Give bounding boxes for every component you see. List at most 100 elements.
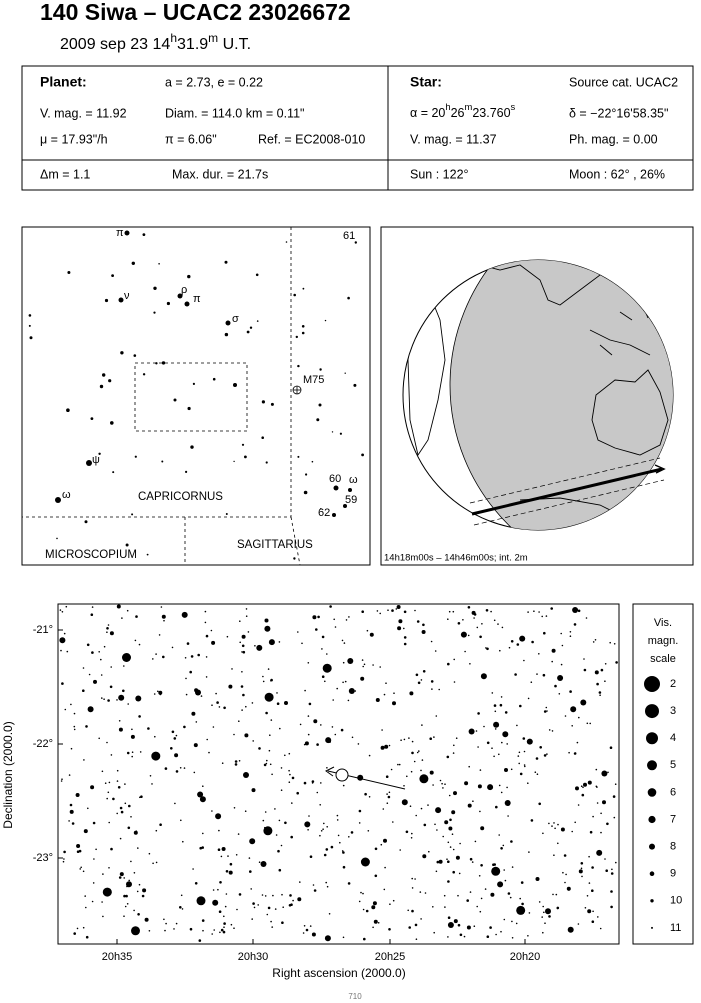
star: [388, 744, 391, 747]
x-tick-label: 20h20: [510, 951, 541, 963]
scale-title: scale: [650, 653, 676, 665]
star: [390, 768, 393, 771]
star: [106, 741, 108, 744]
star: [189, 927, 193, 931]
scale-dot: [647, 788, 657, 797]
star: [133, 354, 137, 357]
star: [271, 926, 274, 928]
star: [162, 655, 165, 659]
star: [504, 711, 508, 714]
text-part: 2009 sep 23 14: [60, 36, 170, 53]
star: [438, 688, 441, 691]
star: [325, 881, 328, 884]
star: [531, 640, 534, 644]
star: [249, 838, 256, 845]
star: [449, 846, 452, 848]
star: [179, 767, 182, 769]
star: [405, 830, 409, 834]
star: [506, 743, 509, 745]
star: [224, 332, 229, 337]
star: [363, 937, 366, 941]
star: [385, 775, 389, 778]
star: [190, 655, 194, 658]
star: [284, 754, 286, 757]
globe-panel: 14h18m00s – 14h46m00s; int. 2m: [380, 226, 694, 566]
star: [175, 770, 179, 773]
star: [604, 680, 606, 682]
star: [93, 858, 95, 860]
star: [208, 751, 210, 754]
star: [199, 796, 206, 803]
star: [288, 769, 290, 772]
star: [180, 894, 183, 897]
star: [321, 635, 325, 639]
star: [432, 784, 434, 786]
star: [383, 888, 386, 891]
star: [380, 843, 383, 846]
star: [267, 668, 270, 670]
star: [148, 930, 151, 932]
star: [158, 634, 161, 636]
star: [341, 639, 344, 642]
star: [487, 784, 494, 791]
star: [527, 935, 529, 937]
star: [154, 735, 156, 738]
star: [360, 676, 365, 681]
star: [217, 888, 219, 891]
star: [225, 893, 228, 895]
star: [403, 636, 407, 639]
star: [377, 922, 380, 924]
star: [269, 734, 271, 736]
star: [297, 897, 302, 902]
star: [133, 909, 135, 912]
star: [399, 849, 402, 851]
star: [508, 646, 511, 649]
star: [224, 905, 227, 908]
star: [91, 651, 94, 654]
star: [82, 667, 85, 669]
star: [82, 689, 85, 692]
star: [139, 751, 142, 753]
finder-label: ω: [349, 474, 358, 486]
star: [541, 916, 543, 918]
star: [536, 673, 538, 675]
star: [439, 779, 442, 782]
star: [585, 617, 588, 619]
star: [479, 810, 481, 813]
star: [303, 781, 307, 785]
star: [324, 680, 326, 683]
star: [516, 905, 526, 915]
star: [253, 906, 256, 909]
star: [116, 604, 121, 609]
star: [191, 711, 196, 716]
star: [98, 651, 100, 653]
star: [76, 850, 80, 853]
star: [501, 741, 503, 744]
star: [79, 868, 81, 870]
star: [108, 821, 110, 824]
star: [131, 755, 133, 758]
star: [500, 930, 502, 933]
star: [495, 805, 498, 809]
star: [204, 610, 207, 613]
star: [496, 724, 499, 727]
star: [541, 615, 543, 618]
star: [211, 640, 216, 645]
star: [134, 639, 137, 642]
star: [548, 729, 551, 731]
star: [511, 866, 514, 868]
star: [233, 807, 236, 809]
star: [408, 737, 410, 739]
star: [520, 881, 524, 884]
star: [536, 773, 539, 775]
star: [301, 325, 305, 328]
page-number: 710: [348, 992, 362, 1001]
star: [285, 241, 288, 243]
star: [100, 674, 103, 676]
star: [147, 727, 150, 730]
star: [329, 605, 332, 608]
scale-label: 2: [670, 678, 676, 690]
reference: Ref. = EC2008-010: [258, 132, 365, 146]
star: [446, 858, 448, 860]
star: [564, 715, 567, 717]
